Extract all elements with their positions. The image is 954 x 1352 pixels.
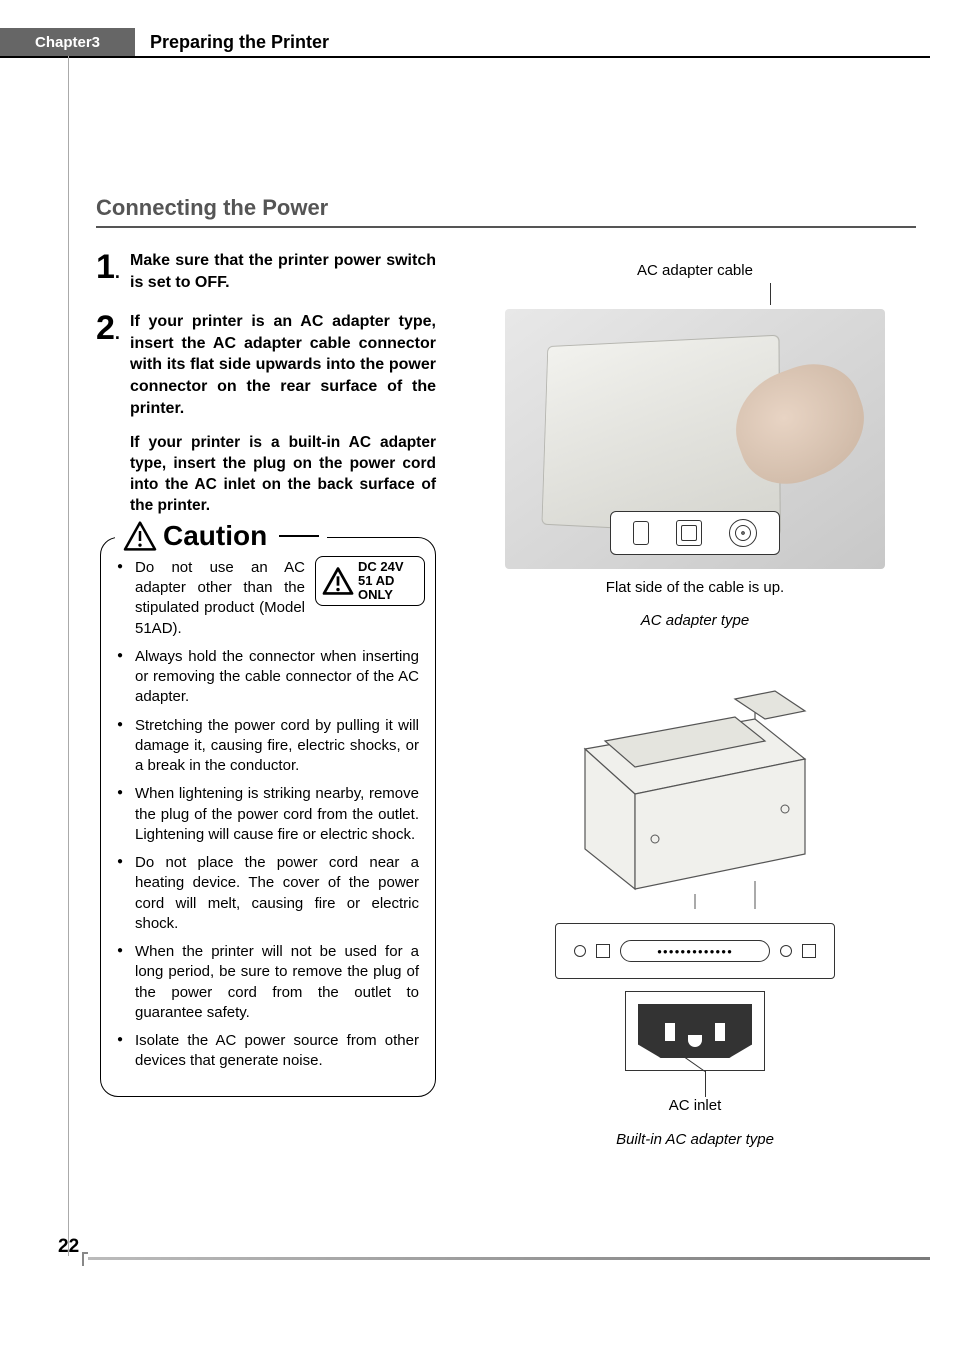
leader-line [770, 283, 771, 305]
ac-inlet-socket [638, 1004, 752, 1058]
ac-ground-icon [688, 1035, 702, 1047]
figure-bottom-caption: Built-in AC adapter type [470, 1131, 920, 1148]
rear-panel-illustration: ●●●●●●●●●●●●● [555, 923, 835, 979]
step-1: 1. Make sure that the printer power swit… [96, 250, 436, 293]
caution-item: Always hold the connector when inserting… [117, 647, 419, 708]
step-2-number: 2. [96, 311, 120, 345]
serial-port-icon: ●●●●●●●●●●●●● [620, 940, 770, 962]
caution-item: Isolate the AC power source from other d… [117, 1031, 419, 1072]
right-column: AC adapter cable Flat side of the cable … [470, 262, 920, 1148]
port-icon [596, 944, 610, 958]
header-rule [0, 56, 930, 58]
step-2-text: If your printer is an AC adapter type, i… [130, 311, 436, 419]
caution-item: When the printer will not be used for a … [117, 942, 419, 1023]
screw-icon [574, 945, 586, 957]
port-icon [676, 520, 702, 546]
chapter-tab: Chapter3 [0, 28, 135, 56]
caution-item: When lightening is striking nearby, remo… [117, 784, 419, 845]
chapter-title: Preparing the Printer [150, 32, 329, 53]
caution-header: Caution [115, 520, 327, 552]
left-column: 1. Make sure that the printer power swit… [96, 250, 436, 1097]
step-1-text: Make sure that the printer power switch … [130, 250, 436, 293]
caution-title: Caution [163, 520, 267, 552]
step-1-number: 1. [96, 250, 120, 284]
ac-prong-icon [665, 1023, 675, 1041]
connector-panel [610, 511, 780, 555]
screw-icon [780, 945, 792, 957]
section-title: Connecting the Power [96, 195, 328, 221]
caution-item: Stretching the power cord by pulling it … [117, 716, 419, 777]
ac-inlet-illustration [625, 991, 765, 1071]
figure-photo-top [505, 309, 885, 569]
figure-top-label: AC adapter cable [470, 262, 920, 279]
step-2: 2. If your printer is an AC adapter type… [96, 311, 436, 517]
page-header: Chapter3 Preparing the Printer [0, 28, 930, 58]
ac-prong-icon [715, 1023, 725, 1041]
caution-list: Do not use an AC adapter other than the … [117, 558, 419, 1072]
section-underline [96, 226, 916, 228]
port-icon [729, 519, 757, 547]
figure-top-caption-2: AC adapter type [470, 612, 920, 629]
ac-inlet-label: AC inlet [515, 1097, 875, 1114]
footer-bar [88, 1257, 930, 1260]
printer-isometric-illustration [555, 669, 835, 909]
leader-line [705, 1071, 706, 1097]
port-icon [802, 944, 816, 958]
caution-item: Do not use an AC adapter other than the … [117, 558, 419, 639]
warning-icon [123, 521, 157, 551]
caution-item: Do not place the power cord near a heati… [117, 853, 419, 934]
side-rule [68, 56, 69, 1256]
step-2-subtext: If your printer is a built-in AC adapter… [130, 433, 436, 517]
page: Chapter3 Preparing the Printer Connectin… [0, 0, 954, 1352]
caution-box: Caution DC 24V 51 AD ONLY Do not use an … [100, 537, 436, 1097]
figure-diagram-bottom: ●●●●●●●●●●●●● AC inlet [515, 669, 875, 1099]
port-icon [633, 521, 649, 545]
figure-top-caption-1: Flat side of the cable is up. [470, 579, 920, 596]
caution-title-rule [279, 535, 319, 537]
page-number: 22 [58, 1236, 79, 1258]
